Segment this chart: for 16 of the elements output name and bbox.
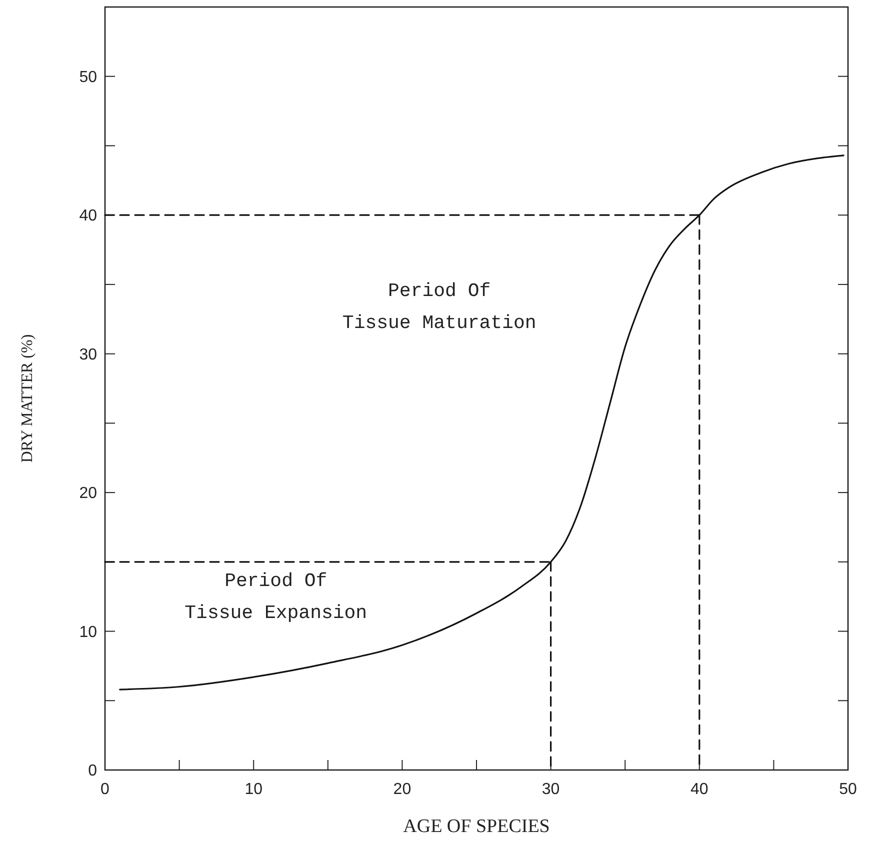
x-tick-label: 20 [393,781,412,798]
annotation: Period Of Tissue Expansion [184,570,368,624]
x-tick-label: 30 [542,781,560,798]
y-tick-label: 30 [79,346,98,364]
y-tick-label: 50 [79,68,98,86]
x-axis-title: AGE OF SPECIES [403,816,550,837]
y-tick-label: 0 [88,762,98,780]
y-tick-label: 10 [79,624,98,641]
x-tick-label: 40 [690,781,708,798]
y-tick-label: 20 [79,485,98,502]
x-tick-label: 50 [839,781,857,798]
x-tick-label: 10 [244,781,263,798]
annotation: Period Of Tissue Maturation [342,280,536,334]
x-tick-label: 0 [100,781,110,798]
y-tick-label: 40 [79,208,98,225]
y-axis-title: DRY MATTER (%) [19,334,36,463]
